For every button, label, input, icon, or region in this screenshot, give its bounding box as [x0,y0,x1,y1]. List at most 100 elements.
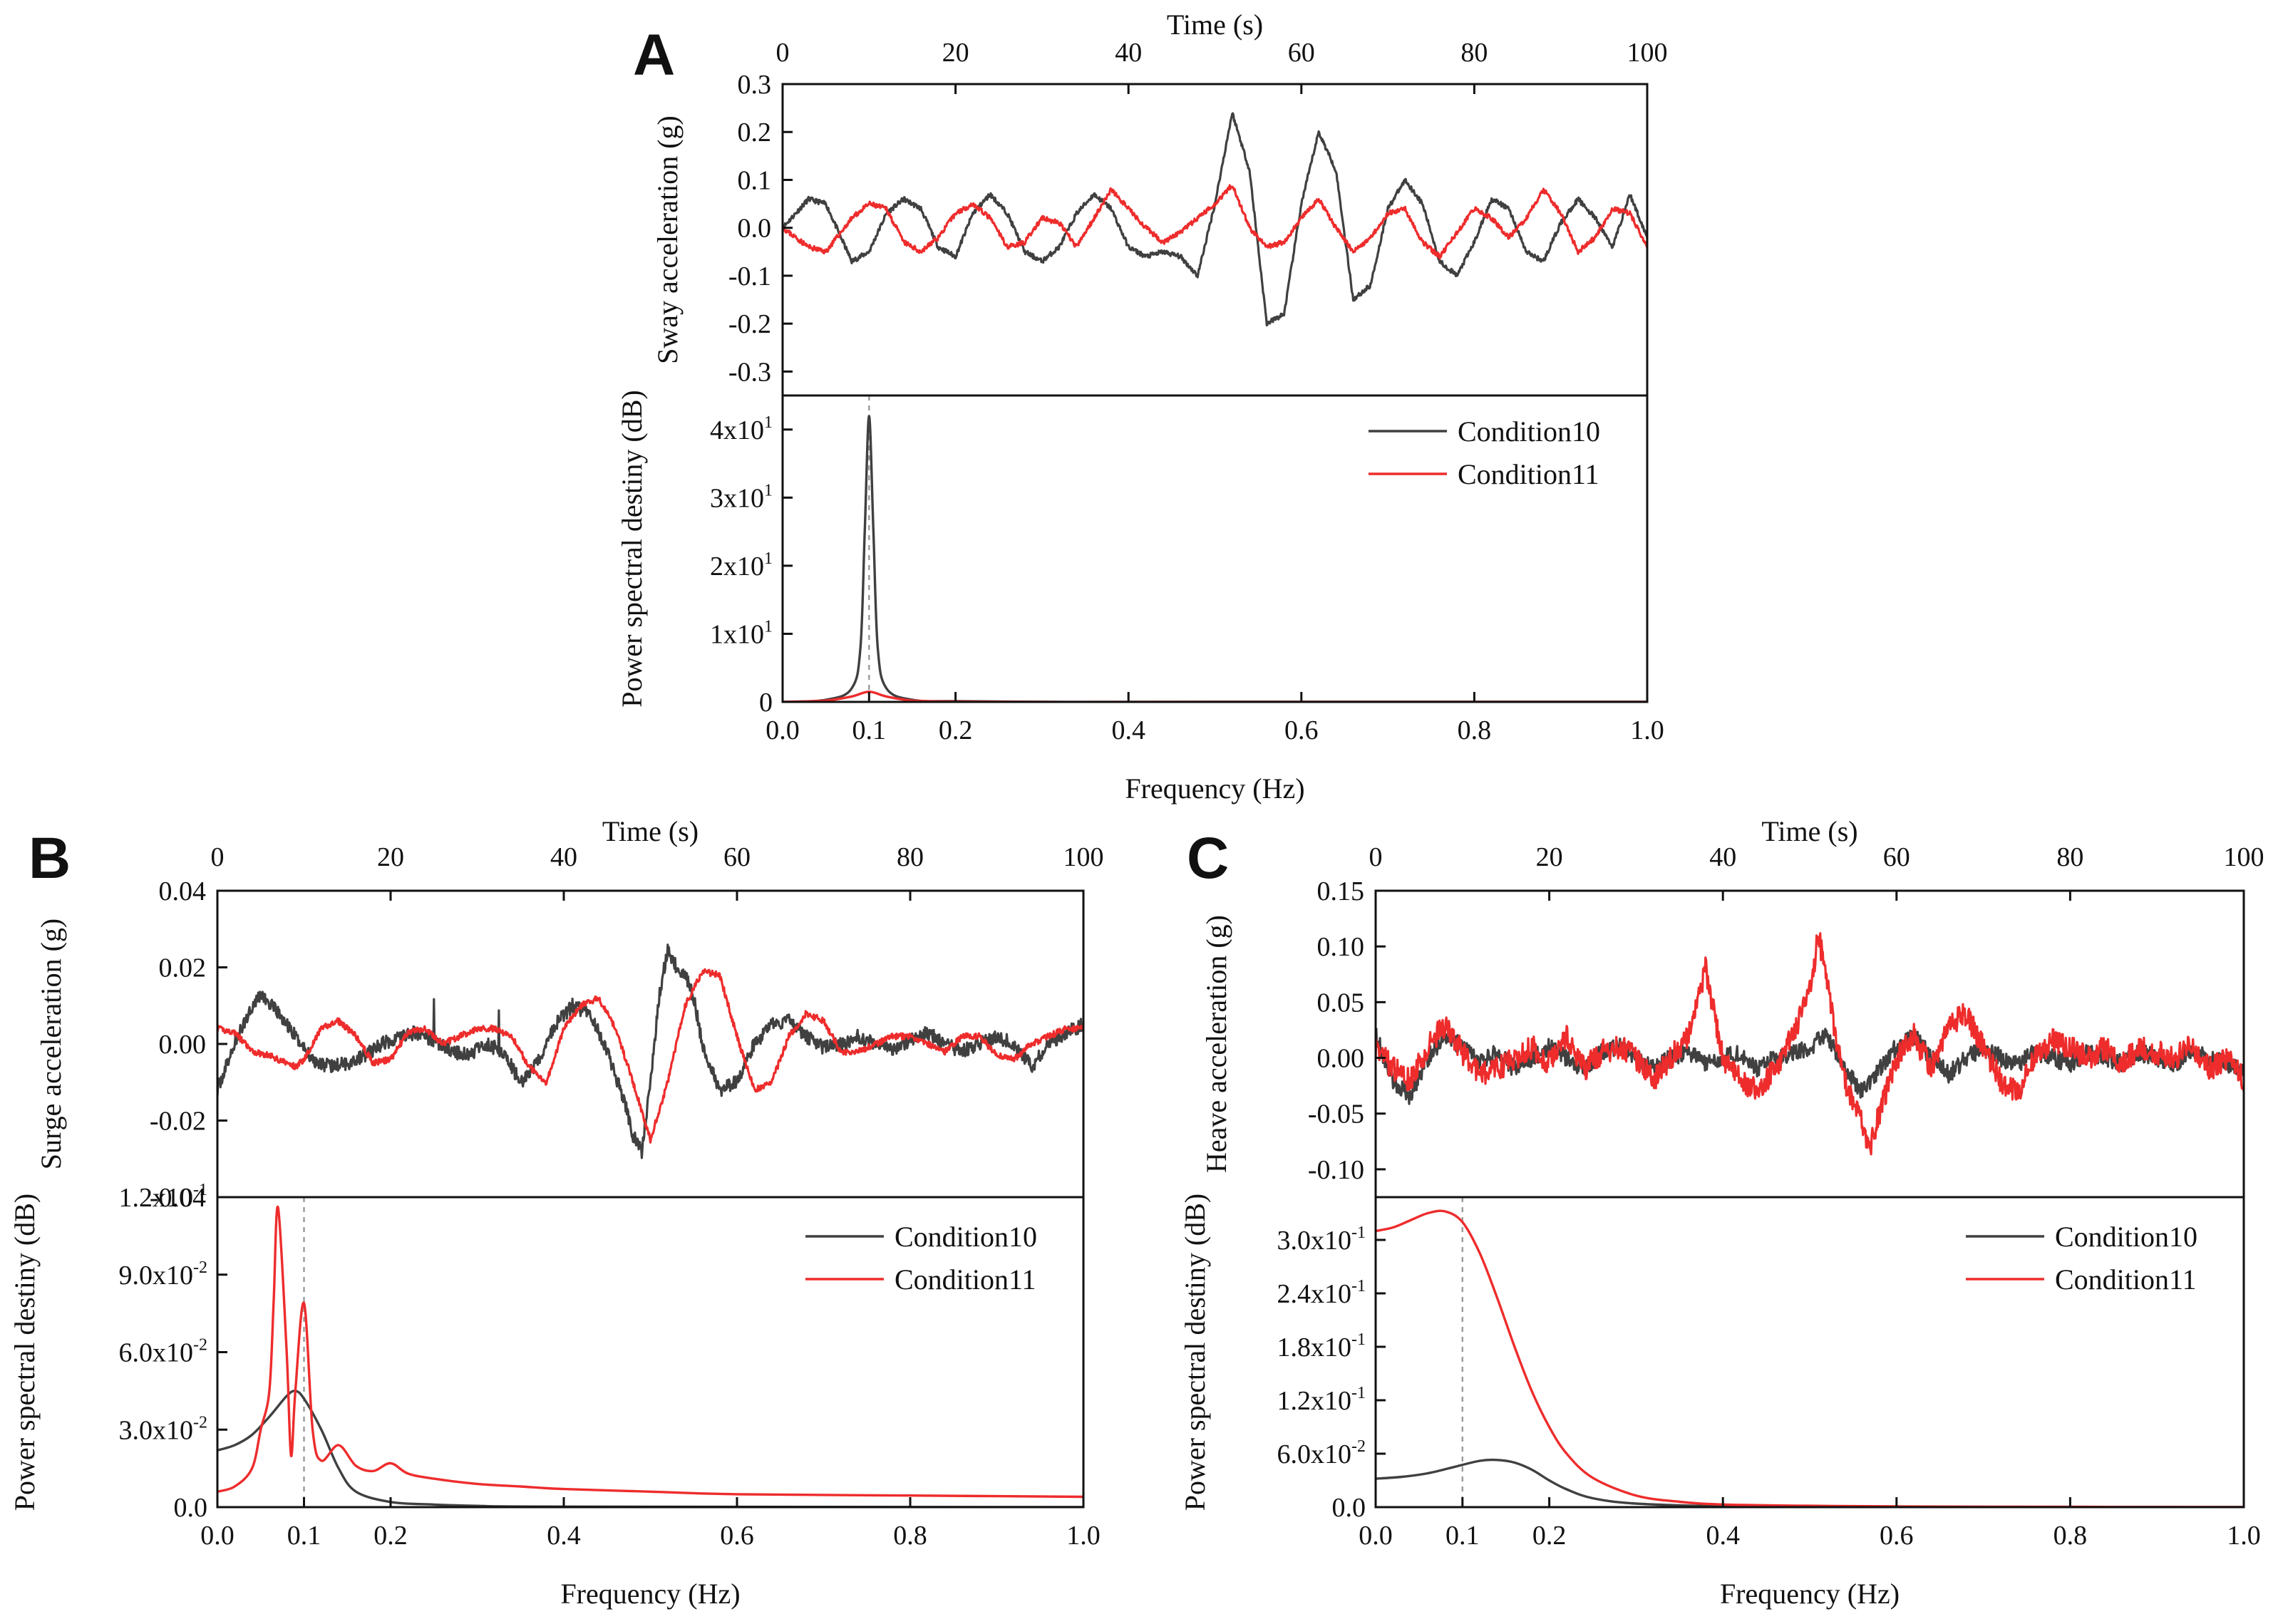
psd-ytick-label-base: 2x10 [710,552,764,581]
time-series-condition10 [217,943,1083,1159]
time-xtick-label: 20 [942,38,969,68]
psd-series-condition11 [1376,1209,2244,1507]
psd-series-condition11 [783,691,1647,702]
psd-xtick-label: 0.8 [1458,715,1492,745]
time-ytick-label: -0.10 [1308,1155,1364,1185]
psd-axes-frame [781,394,1649,703]
time-xtick-label: 40 [550,842,577,872]
psd-ylabel: Power spectral destiny (dB) [9,1194,41,1511]
psd-ytick-label-base: 4x10 [710,415,764,445]
time-ytick-label: 0.0 [738,214,772,244]
time-xtick-label: 80 [1460,38,1488,68]
panel-b: B 0 20 40 60 80 100 Time (s) -0.04 -0.02 0.00 0.02 0… [9,815,1104,1610]
psd-xtick-label: 0.0 [766,715,800,745]
psd-ytick-label-base: 2.4x10 [1277,1279,1352,1309]
psd-xtick-label: 0.6 [1284,715,1319,745]
psd-ytick-label-base: 1.2x10 [119,1183,194,1213]
legend-label-condition10: Condition10 [895,1221,1037,1253]
psd-ytick-label-base: 3x10 [710,483,764,513]
time-ylabel: Surge acceleration (g) [35,919,67,1169]
time-ytick-label: -0.04 [150,1183,206,1213]
time-xtick-label: 20 [1536,842,1563,872]
psd-ytick-label-exp: -1 [1351,1277,1366,1295]
time-ytick-label: -0.2 [728,309,771,339]
time-ytick-label: -0.02 [150,1107,206,1137]
psd-xtick-label: 0.2 [1532,1521,1567,1551]
time-ytick-label: 0.00 [1317,1044,1365,1074]
psd-ytick-label: 1.2x10-1 [119,1181,208,1213]
panel-a: A 0 20 40 60 80 100 Time (s) -0.3 -0.2 -0.1 0.0 0.1 0… [616,9,1668,805]
time-xtick-label: 60 [1288,38,1315,68]
psd-ytick-label-base: 3.0x10 [119,1415,194,1445]
panel-letter-c: C [1187,826,1229,891]
psd-ytick-label: 3.0x10-2 [119,1413,208,1445]
time-series-condition10 [1376,1028,2244,1105]
psd-ytick-label: 0.0 [174,1493,208,1523]
legend-label-condition11: Condition11 [2055,1263,2197,1295]
time-ytick-label: -0.05 [1308,1100,1364,1129]
time-xtick-label: 60 [1883,842,1910,872]
psd-xtick-label: 0.8 [2053,1521,2088,1551]
time-xtick-label: 0 [211,842,225,872]
time-xtick-label: 80 [2056,842,2083,872]
psd-ytick-label: 2.4x10-1 [1277,1277,1366,1309]
legend: Condition10 Condition11 [1369,415,1600,490]
psd-ytick-label-exp: 1 [764,413,773,432]
psd-ytick-label-exp: -2 [193,1258,207,1277]
psd-ytick-label: 6.0x10-2 [119,1336,208,1368]
psd-ytick-label-exp: 1 [764,481,773,500]
time-axis-title: Time (s) [1761,815,1857,847]
time-xtick-label: 100 [1627,38,1668,68]
psd-ytick-label: 9.0x10-2 [119,1258,208,1291]
legend: Condition10 Condition11 [805,1221,1037,1295]
time-series-condition10 [783,112,1647,327]
psd-xtick-label: 0.1 [852,715,887,745]
time-series-condition11 [783,184,1647,260]
psd-xtick-label: 0.4 [547,1521,581,1551]
time-series-condition11 [217,968,1083,1144]
time-ytick-label: 0.3 [738,70,772,100]
time-xtick-label: 20 [377,842,404,872]
psd-ytick-label-base: 1.8x10 [1277,1333,1352,1362]
time-xtick-label: 0 [776,38,790,68]
time-axes-frame [781,83,1649,397]
psd-series-condition10 [783,415,1647,702]
psd-ylabel: Power spectral destiny (dB) [616,390,648,707]
time-ytick-label: 0.04 [159,876,207,906]
time-xtick-label: 60 [723,842,751,872]
psd-ytick-label-exp: -1 [1351,1224,1366,1242]
psd-ytick-label-exp: -2 [193,1413,207,1432]
psd-series-condition11 [217,1205,1083,1499]
psd-ytick-label-base: 9.0x10 [119,1261,194,1291]
psd-xtick-label: 0.2 [373,1521,408,1551]
psd-xtick-label: 1.0 [1630,715,1664,745]
psd-ytick-label-exp: -2 [1351,1437,1366,1456]
time-ytick-label: 0.15 [1317,876,1365,906]
psd-xtick-label: 1.0 [1066,1521,1101,1551]
psd-ytick-label-exp: -1 [1351,1384,1366,1402]
psd-axes-frame [1374,1196,2245,1509]
psd-ytick-label-base: 3.0x10 [1277,1226,1352,1256]
time-xtick-label: 100 [1063,842,1104,872]
psd-xlabel: Frequency (Hz) [560,1578,740,1610]
time-xtick-label: 80 [897,842,924,872]
psd-series-condition10 [217,1390,1083,1507]
time-ylabel: Sway acceleration (g) [651,115,684,364]
psd-xtick-label: 0.4 [1706,1521,1740,1551]
psd-ytick-label-base: 0.0 [1332,1493,1366,1523]
time-ytick-label: 0.02 [159,953,207,983]
psd-ytick-label: 1.2x10-1 [1277,1384,1366,1416]
time-xtick-label: 40 [1115,38,1142,68]
panel-c: C 0 20 40 60 80 100 Time (s) -0.10 -0.05 0.00 0.05 0… [1179,815,2264,1610]
psd-ytick-label-exp: -1 [1351,1330,1366,1349]
time-ytick-label: 0.05 [1317,988,1365,1018]
psd-ytick-label: 1.8x10-1 [1277,1330,1366,1362]
psd-ytick-label-base: 0.0 [174,1493,208,1523]
time-series-condition11 [1376,932,2244,1156]
psd-xtick-label: 0.1 [1445,1521,1480,1551]
psd-ytick-label: 2x101 [710,549,773,581]
time-xtick-label: 0 [1369,842,1383,872]
psd-xtick-label: 0.6 [720,1521,754,1551]
panel-letter-b: B [29,826,71,891]
time-xtick-label: 40 [1709,842,1736,872]
